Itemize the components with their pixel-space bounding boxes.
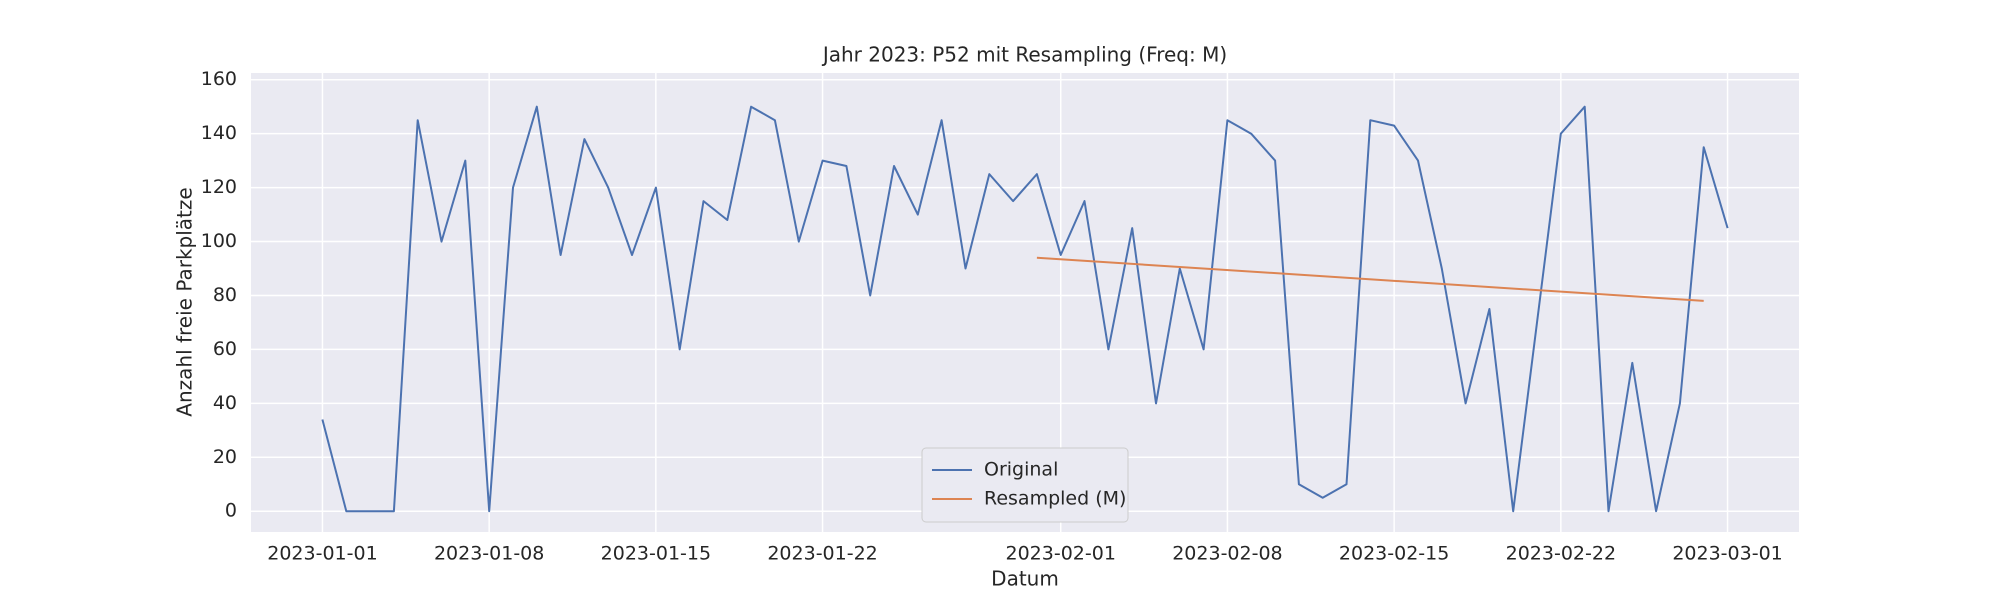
x-tick-label: 2023-02-08 [1172, 543, 1282, 565]
x-tick-label: 2023-01-22 [767, 543, 877, 565]
data-line [321, 105, 1729, 513]
x-tick-label: 2023-02-15 [1339, 543, 1449, 565]
y-tick-label: 0 [225, 500, 237, 522]
y-tick-label: 80 [213, 284, 237, 306]
y-tick-label: 20 [213, 446, 237, 468]
y-tick-label: 100 [201, 230, 237, 252]
chart-title: Jahr 2023: P52 mit Resampling (Freq: M) [821, 43, 1227, 67]
legend-box [921, 447, 1129, 523]
y-tick-label: 40 [213, 392, 237, 414]
legend-label: Resampled (M) [984, 488, 1126, 510]
y-tick-label: 160 [201, 68, 237, 90]
y-tick-label: 60 [213, 338, 237, 360]
x-tick-label: 2023-01-08 [434, 543, 544, 565]
x-tick-label: 2023-01-15 [601, 543, 711, 565]
y-tick-label: 140 [201, 122, 237, 144]
y-tick-label: 120 [201, 176, 237, 198]
legend-label: Original [984, 459, 1058, 481]
x-tick-label: 2023-01-01 [267, 543, 377, 565]
x-tick-label: 2023-03-01 [1672, 543, 1782, 565]
data-line [1036, 256, 1704, 302]
x-tick-label: 2023-02-22 [1506, 543, 1616, 565]
x-tick-label: 2023-02-01 [1006, 543, 1116, 565]
y-axis-label: Anzahl freie Parkplätze [173, 187, 197, 416]
x-axis-label: Datum [991, 567, 1059, 591]
